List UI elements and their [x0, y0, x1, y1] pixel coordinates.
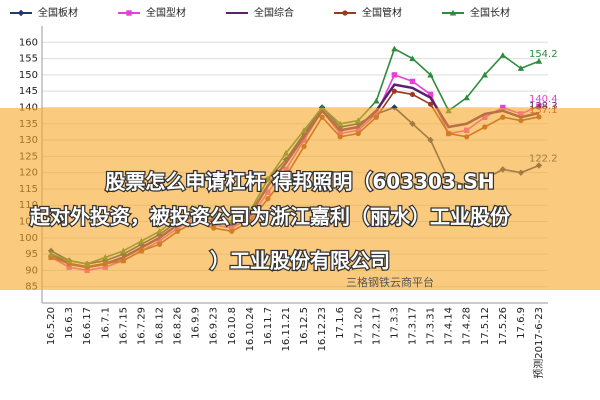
overlay-text: 股票怎么申请杠杆 得邦照明（603303.SH — [105, 170, 494, 194]
marker — [409, 78, 416, 85]
x-tick-label: 17.1.6 — [335, 307, 346, 339]
marker — [126, 10, 132, 16]
x-tick-label: 17.3.17 — [407, 307, 418, 345]
legend-label: 全国综合 — [254, 6, 294, 19]
x-tick-label: 17.4.28 — [462, 307, 473, 345]
x-tick-label: 预测2017-6-23 — [532, 307, 545, 379]
x-tick-label: 16.12.5 — [299, 307, 310, 345]
overlay-text: 起对外投资，被投资公司为浙江嘉利（丽水）工业股份 — [29, 205, 511, 229]
marker — [391, 45, 398, 52]
marker — [517, 65, 525, 71]
marker — [17, 9, 25, 17]
marker — [391, 72, 398, 78]
marker — [500, 104, 506, 111]
y-tick-label: 150 — [19, 70, 38, 81]
x-tick-label: 17.4.14 — [444, 307, 455, 345]
x-tick-label: 17.3.3 — [389, 307, 400, 339]
x-tick-label: 16.12.23 — [317, 307, 328, 352]
x-tick-label: 17.6.9 — [516, 307, 527, 339]
x-tick-label: 16.11.7 — [263, 307, 274, 345]
marker — [481, 71, 488, 78]
marker — [409, 91, 416, 98]
y-tick-label: 140 — [19, 102, 38, 113]
x-tick-label: 16.9.23 — [209, 307, 220, 345]
marker — [499, 52, 507, 58]
marker — [463, 94, 470, 101]
x-tick-label: 16.8.12 — [154, 307, 165, 345]
marker — [391, 88, 397, 94]
watermark: 三格钢铁云商平台 — [346, 275, 434, 289]
x-tick-label: 16.6.17 — [82, 307, 93, 345]
end-value-label: 138.3 — [529, 101, 558, 112]
x-tick-label: 16.10.8 — [227, 307, 238, 345]
overlay-band — [0, 108, 600, 290]
marker — [427, 91, 434, 98]
marker — [427, 71, 434, 78]
x-tick-label: 16.10.24 — [245, 307, 256, 352]
marker — [373, 97, 380, 104]
end-value-label: 154.2 — [529, 49, 558, 60]
x-tick-label: 16.8.26 — [173, 307, 184, 345]
x-tick-label: 16.11.21 — [281, 307, 292, 352]
marker — [342, 10, 348, 16]
marker — [536, 103, 542, 109]
legend-label: 全国长材 — [470, 6, 510, 19]
x-tick-label: 17.3.31 — [426, 307, 437, 345]
x-tick-label: 16.6.3 — [64, 307, 75, 339]
x-tick-label: 16.7.15 — [118, 307, 129, 345]
legend-label: 全国型材 — [146, 6, 186, 19]
overlay-text: ）工业股份有限公司 — [210, 249, 390, 273]
marker — [449, 9, 457, 16]
x-tick-label: 16.9.9 — [191, 307, 202, 339]
y-tick-label: 160 — [19, 37, 38, 48]
legend-label: 全国板材 — [38, 6, 78, 19]
x-tick-label: 17.2.17 — [371, 307, 382, 345]
x-tick-label: 17.1.20 — [353, 307, 364, 345]
x-tick-label: 17.5.26 — [498, 307, 509, 345]
x-tick-label: 17.5.12 — [480, 307, 491, 345]
x-tick-label: 16.7.29 — [136, 307, 147, 345]
end-value-label: 140.4 — [529, 94, 558, 105]
marker — [409, 55, 416, 62]
marker — [535, 57, 543, 64]
y-tick-label: 145 — [19, 86, 38, 97]
x-tick-label: 16.7.1 — [100, 307, 111, 339]
marker — [427, 101, 434, 107]
legend-label: 全国管材 — [362, 6, 402, 19]
x-tick-label: 16.5.20 — [46, 307, 57, 345]
y-tick-label: 155 — [19, 54, 38, 65]
